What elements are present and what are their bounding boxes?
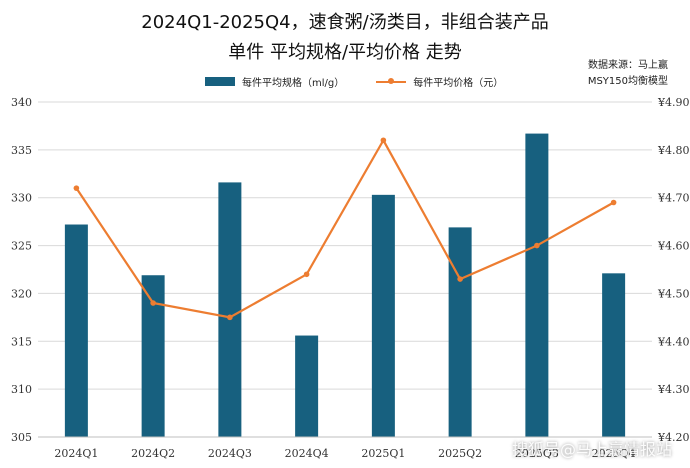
chart-subtitle: 单件 平均规格/平均价格 走势: [228, 42, 462, 63]
bar: [218, 182, 242, 437]
y-left-tick-label: 320: [11, 287, 32, 300]
y-right-tick-label: ¥4.80: [657, 144, 690, 157]
y-left-tick-label: 330: [11, 192, 32, 205]
x-tick-label: 2024Q2: [131, 447, 175, 460]
source-label: 数据来源：马上赢: [588, 60, 668, 71]
legend-swatch-line: [376, 77, 407, 86]
line-point: [73, 185, 80, 191]
y-left-tick-label: 315: [11, 335, 32, 348]
bar: [371, 194, 395, 437]
legend-item-line: 每件平均价格（元）: [376, 74, 503, 89]
line-point: [457, 276, 463, 282]
chart-title: 2024Q1-2025Q4，速食粥/汤类目，非组合装产品: [141, 12, 549, 33]
y-right-tick-label: ¥4.50: [657, 287, 690, 300]
line-point: [303, 271, 310, 278]
y-left-tick-label: 340: [11, 96, 32, 109]
watermark: 搜狐号@马上赢情报站: [511, 440, 672, 459]
legend-swatch-bar: [205, 77, 235, 86]
line-point: [380, 137, 387, 144]
bar: [64, 224, 88, 437]
legend: 每件平均规格（ml/g） 每件平均价格（元）: [205, 74, 535, 89]
bar: [602, 273, 626, 437]
y-left-tick-label: 325: [11, 240, 32, 253]
x-tick-label: 2024Q1: [54, 447, 98, 460]
bar: [295, 335, 319, 437]
y-right-tick-label: ¥4.70: [657, 192, 690, 205]
line-point: [227, 314, 233, 321]
x-tick-label: 2024Q4: [285, 447, 329, 460]
bar: [525, 133, 549, 438]
line-series: [75, 138, 615, 319]
y-right-tick-label: ¥4.30: [657, 383, 690, 396]
legend-label-bar: 每件平均规格（ml/g）: [242, 78, 345, 89]
y-left-tick-label: 310: [11, 383, 32, 396]
line-point: [150, 300, 156, 306]
y-right-tick-label: ¥4.20: [657, 431, 690, 444]
y-left-tick-label: 305: [11, 431, 32, 444]
x-tick-label: 2025Q4: [592, 447, 636, 460]
y-right-tick-label: ¥4.40: [657, 335, 690, 348]
y-right-tick-label: ¥4.90: [657, 96, 690, 109]
legend-label-line: 每件平均价格（元）: [413, 78, 504, 89]
bar: [448, 227, 472, 437]
line-point: [610, 199, 617, 206]
model-label: MSY150均衡模型: [587, 76, 668, 87]
line-point: [534, 242, 540, 249]
x-tick-label: 2025Q1: [361, 447, 405, 460]
x-tick-label: 2025Q3: [515, 447, 559, 460]
x-tick-label: 2025Q2: [438, 447, 482, 460]
legend-item-bar: 每件平均规格（ml/g）: [205, 74, 344, 89]
bar: [141, 275, 165, 437]
y-right-tick-label: ¥4.60: [657, 240, 690, 253]
y-left-tick-label: 335: [11, 144, 32, 157]
x-tick-label: 2024Q3: [208, 447, 252, 460]
